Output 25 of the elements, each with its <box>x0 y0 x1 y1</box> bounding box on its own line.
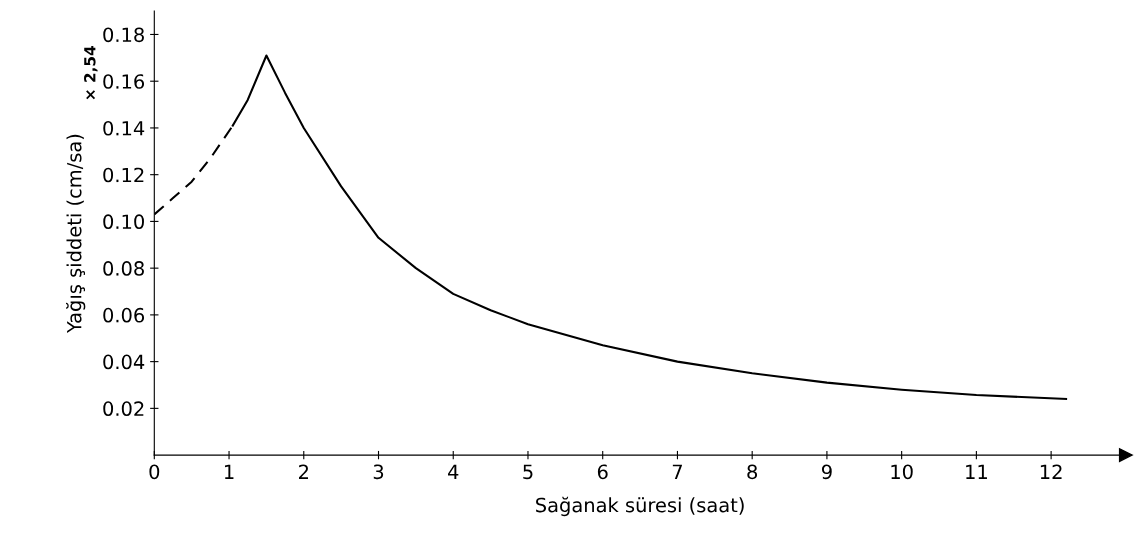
y-tick-label: 0.08 <box>103 261 144 276</box>
x-tick-label: 6 <box>597 464 608 480</box>
x-tick-label: 10 <box>891 464 913 480</box>
x-tick-label: 9 <box>821 464 832 480</box>
x-tick-label: 0 <box>149 464 160 480</box>
x-tick-label: 3 <box>373 464 384 480</box>
x-tick-label: 8 <box>747 464 758 480</box>
x-tick-label: 12 <box>1040 464 1062 479</box>
y-tick-label: 0.04 <box>103 354 145 370</box>
y-tick-label: 0.16 <box>103 74 145 89</box>
y-tick-label: 0.10 <box>103 214 144 230</box>
x-tick-label: 11 <box>966 464 987 479</box>
y-tick-label: 0.18 <box>103 27 144 43</box>
x-tick-label: 1 <box>224 464 234 479</box>
x-tick-label: 7 <box>672 464 682 479</box>
x-tick-label: 5 <box>523 464 533 480</box>
text: × 2,54 <box>84 46 98 100</box>
y-axis-title: Yağış şiddeti (cm/sa) <box>66 134 86 334</box>
x-axis-title: Sağanak süresi (saat) <box>536 496 744 517</box>
y-tick-label: 0.12 <box>103 167 144 183</box>
y-tick-label: 0.14 <box>103 120 145 136</box>
x-tick-label: 4 <box>448 464 459 479</box>
y-tick-label: 0.02 <box>103 401 144 417</box>
x-tick-label: 2 <box>299 464 309 479</box>
y-tick-label: 0.06 <box>103 307 145 323</box>
